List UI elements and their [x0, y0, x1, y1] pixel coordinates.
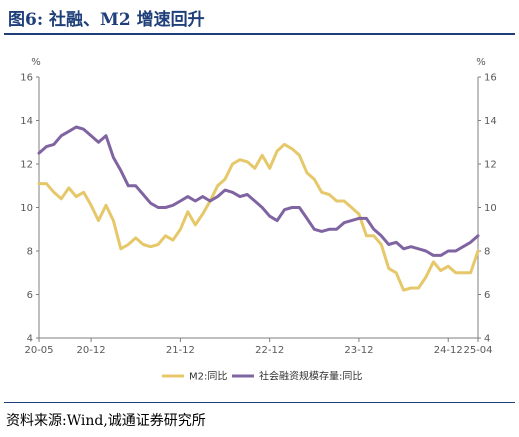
line-chart: % % 4 4 6 6 8 8 10 10 12 12 14 14 16 16 20-05 20-12 21-12 2…: [20, 57, 497, 381]
title-rule: [4, 33, 515, 35]
x-tick-label: 20-05: [24, 345, 53, 356]
legend-label: M2:同比: [189, 371, 227, 381]
y-unit-left: %: [31, 57, 41, 68]
x-tick-label: 24-12: [434, 345, 463, 356]
y-tick-label-left: 16: [20, 73, 33, 84]
y-tick-label-right: 4: [484, 334, 490, 345]
y-tick-label-left: 12: [20, 160, 33, 171]
y-tick-label-left: 4: [27, 334, 33, 345]
series-line-m2: [37, 142, 480, 292]
series-line-social-financing: [37, 125, 480, 257]
x-tick-label: 21-12: [166, 345, 195, 356]
y-tick-label-right: 14: [484, 116, 497, 127]
x-tick-label: 22-12: [255, 345, 284, 356]
y-tick-label-right: 10: [484, 203, 497, 214]
y-tick-label-right: 12: [484, 160, 497, 171]
x-tick-label: 20-12: [77, 345, 106, 356]
legend-label: 社会融资规模存量:同比: [259, 370, 362, 381]
y-unit-right: %: [476, 57, 486, 68]
y-tick-label-left: 6: [27, 290, 33, 301]
source-rule: [4, 402, 515, 403]
x-tick-label: 25-04: [463, 345, 492, 356]
y-tick-label-right: 8: [484, 247, 490, 258]
x-tick-label: 23-12: [344, 345, 373, 356]
y-tick-label-left: 14: [20, 116, 33, 127]
source-note: 资料来源:Wind,诚通证券研究所: [6, 413, 206, 429]
figure-title: 图6: 社融、M2 增速回升: [8, 10, 205, 30]
y-tick-label-left: 10: [20, 203, 33, 214]
y-tick-label-right: 16: [484, 73, 497, 84]
y-tick-label-right: 6: [484, 290, 490, 301]
y-tick-label-left: 8: [27, 247, 33, 258]
